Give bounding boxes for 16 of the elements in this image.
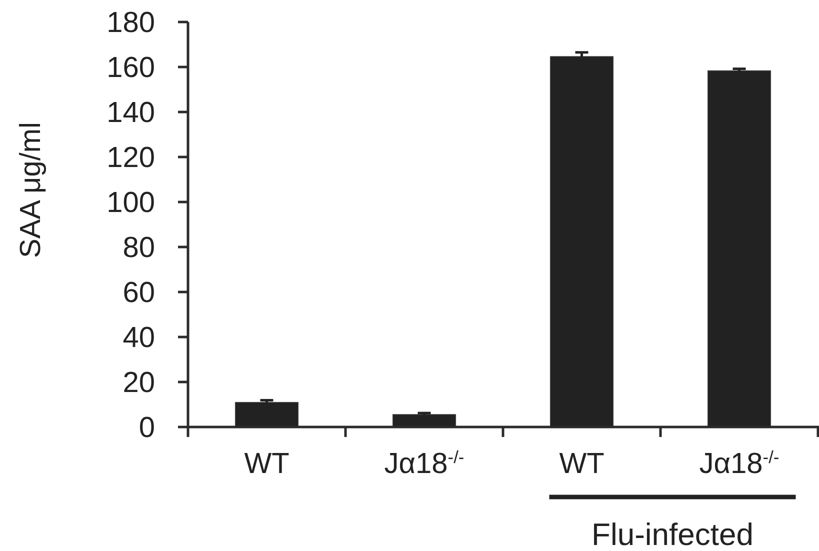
x-tick-label: WT: [559, 448, 605, 480]
y-tick-label: 180: [106, 7, 155, 40]
y-axis-title: SAA μg/ml: [15, 122, 47, 258]
x-tick-label: Jα18$^{-/-}$: [384, 447, 464, 480]
y-tick-label: 140: [106, 97, 155, 130]
y-tick-label: 100: [106, 187, 155, 220]
y-tick-label: 40: [122, 322, 155, 354]
x-tick-label: Jα18$^{-/-}$: [699, 447, 780, 480]
y-tick-label: 80: [122, 232, 155, 264]
y-tick-label: 60: [122, 277, 155, 310]
y-tick-label: 160: [106, 52, 155, 84]
y-tick-label: 20: [122, 367, 155, 400]
y-tick-label: 0: [138, 412, 155, 444]
y-tick-label: 120: [106, 142, 155, 174]
text: Flu-infected: [592, 517, 754, 551]
x-tick-label: WT: [244, 448, 290, 480]
